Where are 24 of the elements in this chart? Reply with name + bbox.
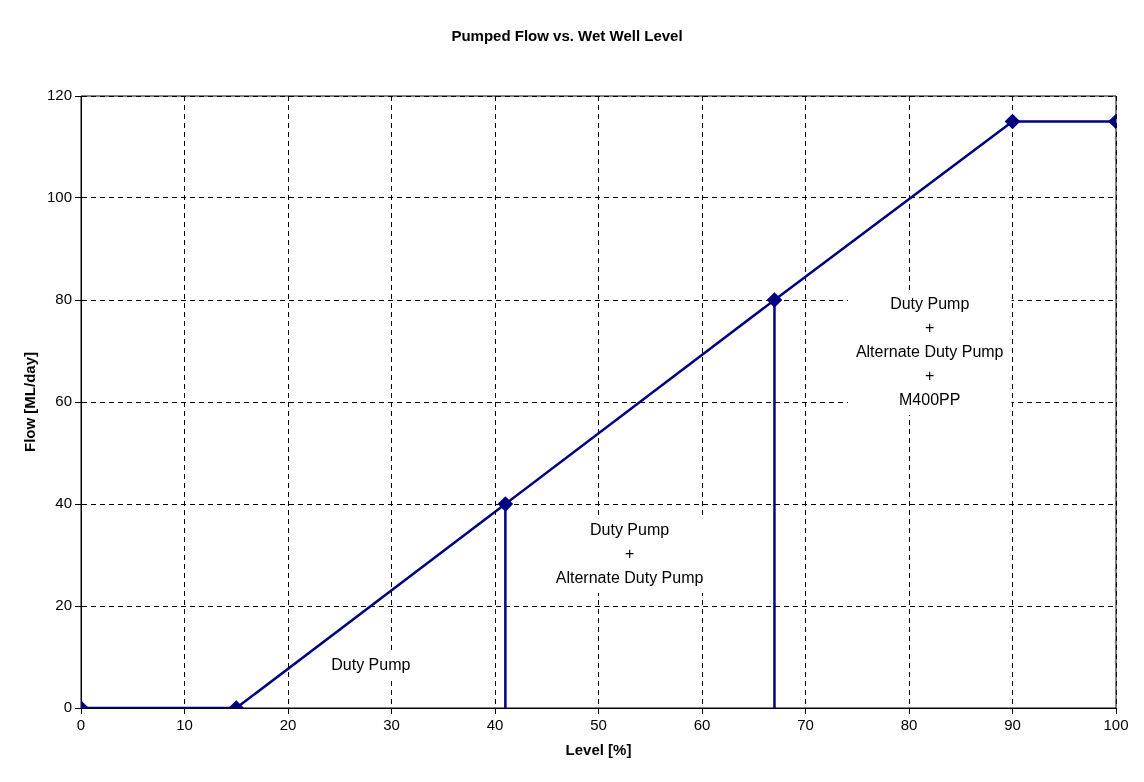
x-tick-label: 70: [797, 716, 814, 734]
annotation: Duty Pump + Alternate Duty Pump + M400PP: [855, 295, 1004, 409]
annotation: Duty Pump: [331, 655, 411, 673]
y-tick-label: 120: [47, 86, 73, 104]
x-tick-label: 40: [486, 716, 504, 734]
y-tick-label: 60: [55, 392, 73, 410]
y-axis-title: Flow [ML/day]: [21, 352, 39, 452]
x-tick-label: 80: [900, 716, 918, 734]
y-tick-label: 20: [55, 596, 73, 614]
x-tick-label: 30: [383, 716, 400, 734]
x-tick-label: 20: [279, 716, 297, 734]
x-tick-label: 0: [76, 716, 86, 734]
x-tick-label: 90: [1004, 716, 1021, 734]
chart-title: Pumped Flow vs. Wet Well Level: [451, 27, 683, 45]
x-tick-label: 100: [1103, 716, 1129, 734]
x-tick-label: 50: [590, 716, 607, 734]
y-tick-label: 100: [47, 188, 73, 206]
annotation: Duty Pump + Alternate Duty Pump: [555, 521, 704, 587]
y-tick-label: 40: [55, 494, 73, 512]
y-tick-label: 80: [55, 290, 73, 308]
x-tick-label: 60: [693, 716, 711, 734]
x-tick-label: 10: [176, 716, 193, 734]
y-tick-label: 0: [63, 698, 73, 716]
x-axis-title: Level [%]: [565, 741, 632, 759]
